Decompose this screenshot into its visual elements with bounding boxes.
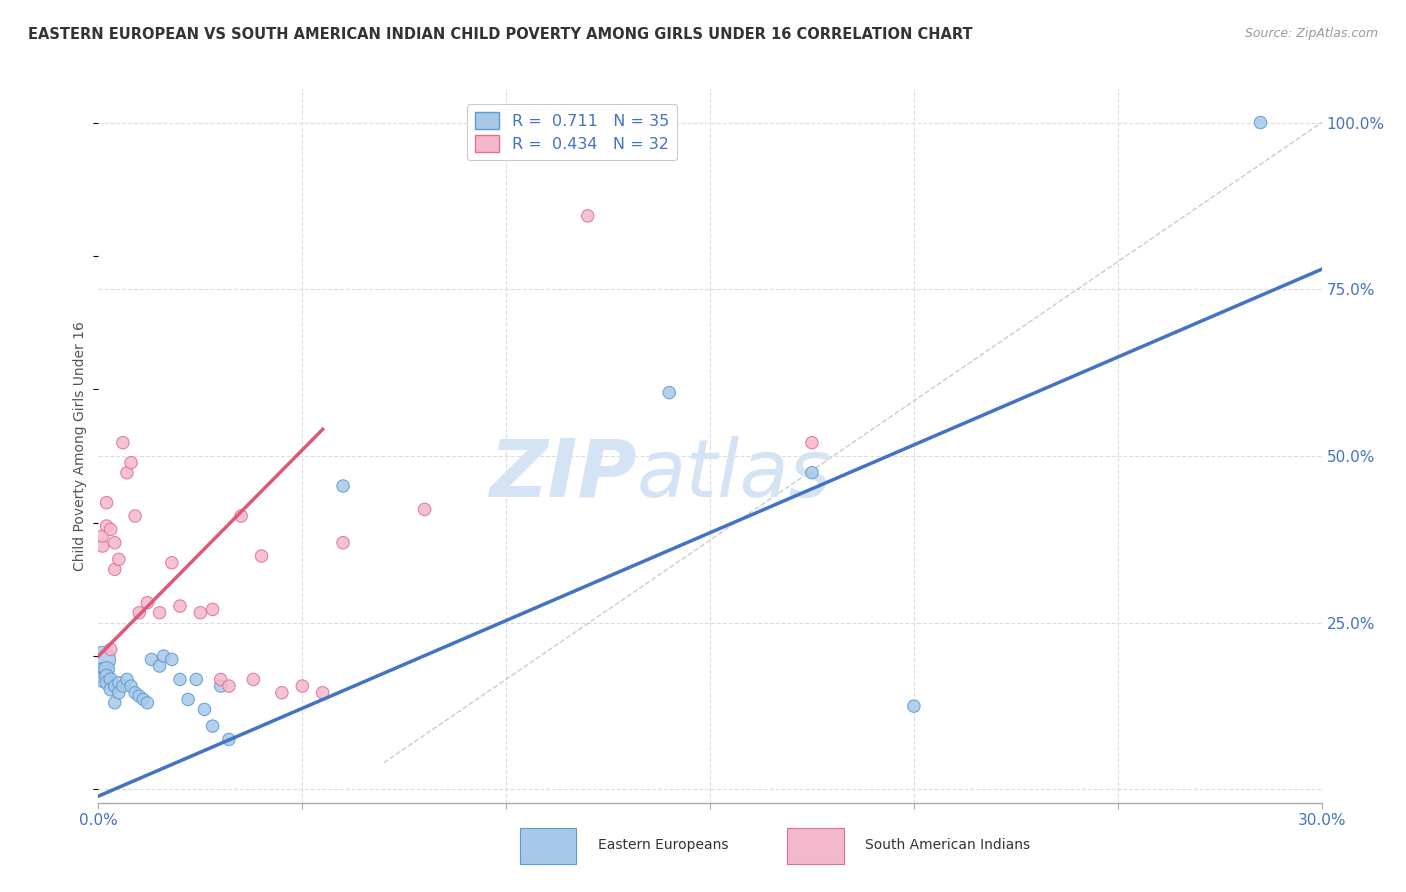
Point <box>218 732 240 747</box>
FancyBboxPatch shape <box>520 828 576 863</box>
Point <box>169 673 191 687</box>
Text: ZIP: ZIP <box>489 435 637 514</box>
Point <box>136 596 159 610</box>
FancyBboxPatch shape <box>787 828 844 863</box>
Text: EASTERN EUROPEAN VS SOUTH AMERICAN INDIAN CHILD POVERTY AMONG GIRLS UNDER 16 COR: EASTERN EUROPEAN VS SOUTH AMERICAN INDIA… <box>28 27 973 42</box>
Point <box>231 509 253 524</box>
Point <box>111 435 134 450</box>
Point <box>108 686 131 700</box>
Y-axis label: Child Poverty Among Girls Under 16: Child Poverty Among Girls Under 16 <box>73 321 87 571</box>
Point <box>186 673 208 687</box>
Point <box>413 502 436 516</box>
Point <box>91 652 114 666</box>
Point <box>128 689 150 703</box>
Point <box>160 652 183 666</box>
Point <box>96 662 118 676</box>
Text: Eastern Europeans: Eastern Europeans <box>598 838 728 853</box>
Point <box>201 719 224 733</box>
Point <box>218 679 240 693</box>
Point <box>91 539 114 553</box>
Point <box>115 673 138 687</box>
Point <box>332 479 354 493</box>
Point <box>120 679 142 693</box>
Point <box>100 682 122 697</box>
Point <box>270 686 294 700</box>
Text: South American Indians: South American Indians <box>865 838 1029 853</box>
Point <box>141 652 163 666</box>
Point <box>96 496 118 510</box>
Point <box>104 562 127 576</box>
Point <box>291 679 314 693</box>
Point <box>242 673 264 687</box>
Point <box>91 529 114 543</box>
Point <box>201 602 224 616</box>
Point <box>132 692 155 706</box>
Point <box>312 686 335 700</box>
Text: atlas: atlas <box>637 435 831 514</box>
Point <box>149 659 172 673</box>
Point <box>115 466 138 480</box>
Point <box>1249 115 1271 129</box>
Point <box>100 642 122 657</box>
Point <box>100 522 122 536</box>
Point <box>104 535 127 549</box>
Point <box>136 696 159 710</box>
Point <box>108 552 131 566</box>
Point <box>177 692 200 706</box>
Point <box>91 673 114 687</box>
Point <box>108 675 131 690</box>
Point <box>658 385 681 400</box>
Point <box>91 665 114 680</box>
Point <box>120 456 142 470</box>
Point <box>250 549 273 563</box>
Point <box>96 675 118 690</box>
Point <box>193 702 215 716</box>
Point <box>100 673 122 687</box>
Point <box>124 509 146 524</box>
Point <box>209 679 232 693</box>
Point <box>160 556 183 570</box>
Point <box>104 679 127 693</box>
Point <box>209 673 232 687</box>
Point <box>124 686 146 700</box>
Point <box>96 669 118 683</box>
Point <box>104 696 127 710</box>
Point <box>576 209 599 223</box>
Point <box>801 435 824 450</box>
Point <box>903 699 925 714</box>
Legend: R =  0.711   N = 35, R =  0.434   N = 32: R = 0.711 N = 35, R = 0.434 N = 32 <box>467 104 678 160</box>
Point <box>111 679 134 693</box>
Text: Source: ZipAtlas.com: Source: ZipAtlas.com <box>1244 27 1378 40</box>
Point <box>188 606 212 620</box>
Point <box>96 519 118 533</box>
Point <box>128 606 150 620</box>
Point <box>801 466 824 480</box>
Point <box>152 649 174 664</box>
Point <box>149 606 172 620</box>
Point <box>332 535 354 549</box>
Point <box>169 599 191 613</box>
